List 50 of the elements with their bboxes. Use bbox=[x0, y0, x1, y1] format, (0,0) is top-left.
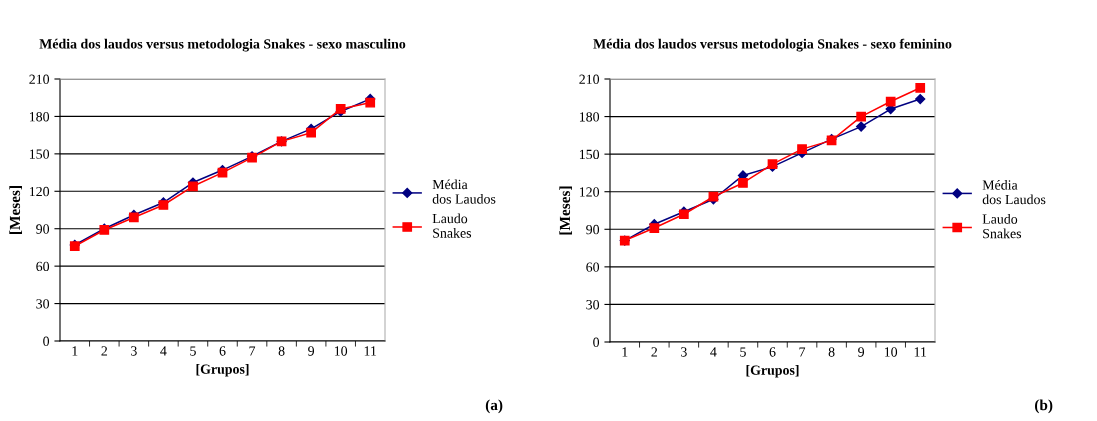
x-tick-label: 9 bbox=[308, 346, 315, 356]
y-tick-label: 30 bbox=[586, 300, 600, 310]
x-tick-label: 9 bbox=[858, 347, 865, 357]
x-tick-label: 1 bbox=[622, 347, 628, 357]
x-tick-label: 5 bbox=[190, 346, 196, 356]
y-tick-label: 60 bbox=[36, 261, 50, 272]
y-axis-title: [Meses] bbox=[559, 186, 572, 235]
chart-title: Média dos laudos versus metodologia Snakes - sexo masculino bbox=[39, 38, 406, 52]
legend-label: Média dos Laudos bbox=[982, 179, 1046, 205]
y-tick-label: 210 bbox=[29, 74, 50, 84]
y-tick-label: 90 bbox=[36, 224, 50, 234]
x-tick-label: 10 bbox=[334, 346, 348, 356]
legend-label: Laudo Snakes bbox=[982, 213, 1022, 239]
text: (b) bbox=[1035, 399, 1053, 414]
x-tick-label: 11 bbox=[914, 347, 927, 357]
y-tick-label: 120 bbox=[29, 186, 50, 197]
x-tick-label: 3 bbox=[131, 346, 137, 356]
y-tick-label: 0 bbox=[593, 337, 600, 347]
y-tick-label: 90 bbox=[586, 224, 600, 235]
x-tick-label: 1 bbox=[72, 346, 78, 356]
x-tick-label: 8 bbox=[828, 347, 835, 357]
y-tick-label: 180 bbox=[29, 112, 50, 122]
x-tick-label: 4 bbox=[160, 346, 167, 356]
x-tick-label: 2 bbox=[651, 347, 658, 357]
y-tick-label: 150 bbox=[29, 149, 50, 159]
x-tick-label: 6 bbox=[769, 347, 776, 357]
y-tick-label: 30 bbox=[36, 299, 50, 309]
y-tick-label: 120 bbox=[579, 187, 600, 197]
legend-label: Laudo Snakes bbox=[432, 213, 472, 238]
x-tick-label: 2 bbox=[101, 346, 108, 356]
legend-label: Média dos Laudos bbox=[432, 179, 496, 204]
x-tick-label: 5 bbox=[740, 347, 746, 357]
y-tick-label: 60 bbox=[586, 262, 600, 272]
x-tick-label: 3 bbox=[681, 347, 687, 357]
x-tick-label: 8 bbox=[278, 346, 285, 356]
x-axis-title: [Grupos] bbox=[746, 365, 799, 378]
text: (a) bbox=[485, 399, 503, 414]
y-tick-label: 210 bbox=[579, 74, 600, 84]
x-tick-label: 7 bbox=[249, 346, 256, 356]
y-tick-label: 0 bbox=[43, 336, 50, 346]
chart-title: Média dos laudos versus metodologia Snakes - sexo feminino bbox=[593, 38, 952, 52]
x-tick-label: 4 bbox=[710, 347, 717, 357]
x-tick-label: 11 bbox=[364, 346, 377, 356]
x-tick-label: 10 bbox=[884, 347, 898, 357]
y-tick-label: 150 bbox=[579, 149, 600, 160]
x-tick-label: 7 bbox=[799, 347, 806, 357]
y-tick-label: 180 bbox=[579, 112, 600, 122]
x-axis-title: [Grupos] bbox=[196, 364, 249, 377]
x-tick-label: 6 bbox=[219, 346, 226, 356]
y-axis-title: [Meses] bbox=[9, 186, 22, 234]
